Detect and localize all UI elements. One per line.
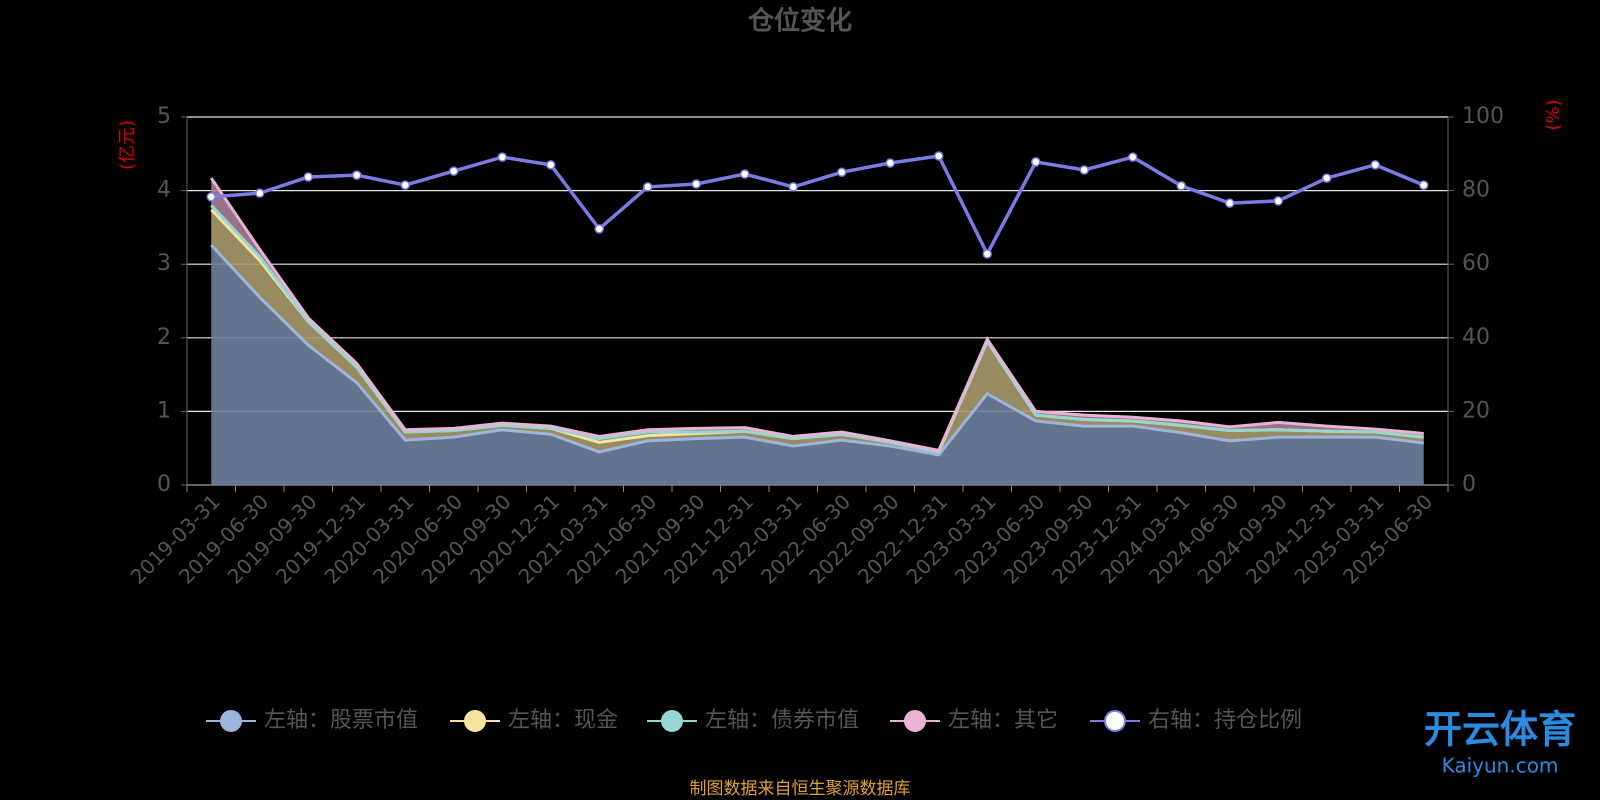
line: [211, 154, 1425, 258]
watermark-name: 开云体育: [1424, 708, 1576, 752]
y-tick-label: 4: [157, 178, 171, 203]
y-tick-label: 2: [157, 325, 171, 350]
legend-icon: [220, 710, 242, 732]
legend-icon: [464, 710, 486, 732]
line-point: [255, 188, 265, 198]
line-point: [594, 224, 604, 234]
line-point: [643, 182, 653, 192]
y-tick-label: 5: [157, 104, 171, 129]
area-line: [210, 204, 1424, 454]
y2-tick-label: 20: [1462, 398, 1490, 423]
line-point: [449, 166, 459, 176]
line-point: [885, 158, 895, 168]
y-tick-label: 0: [157, 472, 171, 497]
line-point: [691, 179, 701, 189]
line-point: [352, 170, 362, 180]
line-point: [1225, 198, 1235, 208]
legend-label: 左轴：其它: [948, 708, 1058, 733]
line-point: [303, 172, 313, 182]
watermark-url: Kaiyun.com: [1442, 754, 1559, 778]
legend-icon: [904, 710, 926, 732]
line-point: [206, 192, 216, 202]
line-point: [982, 249, 992, 259]
y2-tick-label: 80: [1462, 178, 1490, 203]
area-line: [210, 177, 1424, 453]
y2-tick-label: 40: [1462, 325, 1490, 350]
chart-title: 仓位变化: [747, 6, 852, 37]
line-point: [740, 169, 750, 179]
line-point: [497, 152, 507, 162]
y-tick-label: 3: [157, 251, 171, 276]
area-line: [210, 244, 1424, 457]
legend-label: 左轴：股票市值: [264, 708, 418, 733]
y2-tick-label: 60: [1462, 251, 1490, 276]
y2-axis-title: (%): [1543, 99, 1564, 130]
line-point: [1419, 180, 1429, 190]
y-axis-title: (亿元): [117, 120, 138, 170]
line-point: [1273, 196, 1283, 206]
legend-label: 右轴：持仓比例: [1148, 708, 1302, 733]
area-fill: [211, 245, 1424, 485]
line-point: [400, 180, 410, 190]
line-point: [788, 182, 798, 192]
legend-icon: [1104, 710, 1126, 732]
line-point: [1322, 173, 1332, 183]
line-point: [546, 160, 556, 170]
y-tick-label: 1: [157, 398, 171, 423]
line-point: [934, 151, 944, 161]
y2-tick-label: 0: [1462, 472, 1476, 497]
line-point: [1128, 152, 1138, 162]
line-point: [1079, 165, 1089, 175]
line-point: [837, 167, 847, 177]
line-point: [1031, 157, 1041, 167]
line-point: [1176, 181, 1186, 191]
source-note: 制图数据来自恒生聚源数据库: [690, 779, 911, 799]
y2-tick-label: 100: [1462, 104, 1504, 129]
line-point: [1370, 160, 1380, 170]
legend-label: 左轴：现金: [508, 708, 618, 733]
legend-label: 左轴：债券市值: [705, 708, 859, 733]
legend-icon: [661, 710, 683, 732]
